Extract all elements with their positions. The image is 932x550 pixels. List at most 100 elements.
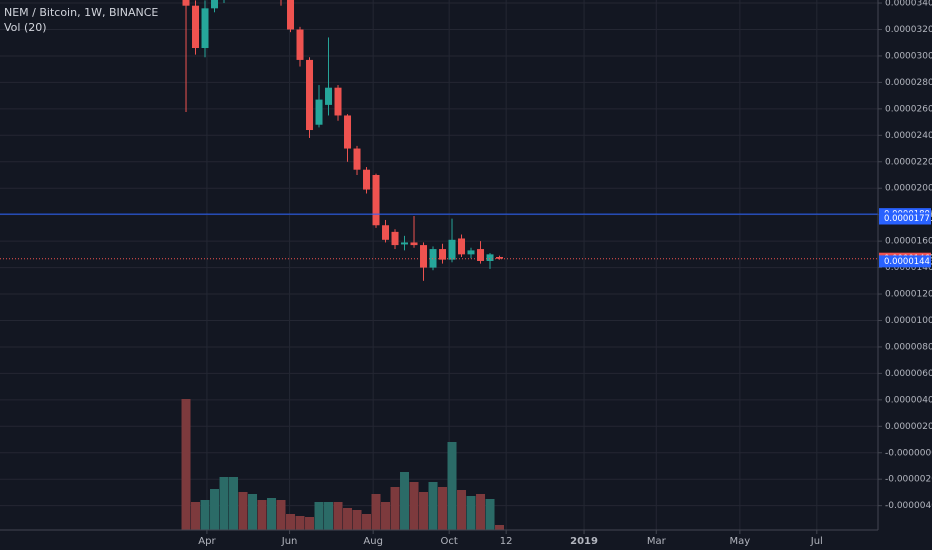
volume-bar [400,472,410,530]
volume-bar [457,490,467,530]
volume-bar [210,489,220,530]
candle-body [334,87,342,116]
x-tick-label: Oct [441,536,458,547]
candle-body [363,169,371,190]
volume-bar [447,442,457,530]
candle-body [296,29,304,60]
volume-bar [495,525,505,530]
volume-bar [229,477,239,530]
candle-body [315,99,323,125]
candle-body [401,242,409,245]
volume-bar [238,492,248,530]
x-tick-label: 2019 [570,536,598,547]
candle-body [353,148,361,170]
x-tick-label: 12 [500,536,513,547]
volume-bar [409,482,419,530]
volume-bar [343,508,353,530]
candle-body [448,239,456,260]
volume-bar [466,496,476,530]
x-tick-label: Mar [647,536,667,547]
candle-body [439,249,447,260]
candle-body [325,87,333,105]
level-label: 0.00001771 [884,214,932,224]
candle-body [486,254,494,261]
volume-bar [438,487,448,530]
x-tick-label: Jul [810,536,823,547]
x-tick-label: Aug [363,536,383,547]
level-label-box [879,212,931,225]
volume-bar [286,514,296,530]
candle-body [391,231,399,246]
volume-bar [219,477,229,530]
volume-bar [333,502,343,530]
volume-bar [200,500,210,530]
candle-body [458,238,466,255]
volume-bar [305,517,315,530]
volume-bar [181,399,191,530]
level-label: 0.00001447 [884,257,932,267]
volume-bar [381,502,391,530]
volume-bar [476,494,486,530]
x-tick-label: Apr [198,536,216,547]
volume-bar [485,499,495,530]
volume-bar [314,502,324,530]
candle-body [211,0,219,9]
candle-body [477,249,485,261]
volume-bar [191,502,201,530]
volume-bar [419,492,429,530]
candle-body [201,8,209,49]
level-label-box [879,255,931,268]
candle-body [496,256,504,259]
chart-title: NEM / Bitcoin, 1W, BINANCE [4,6,158,19]
candle-body [382,225,390,240]
candle-body [192,5,200,49]
volume-bar [248,494,258,530]
x-tick-label: Jun [281,536,298,547]
chart-subtitle: Vol (20) [4,21,47,34]
volume-bar [362,514,372,530]
candle-body [182,0,190,6]
volume-bar [352,510,362,530]
volume-bar [276,500,286,530]
volume-bar [428,482,438,530]
candle-body [420,245,428,268]
y-tick-label: -0.00000000 [885,448,932,458]
candle-body [306,59,314,131]
volume-bar [295,516,305,530]
candle-body [372,174,380,226]
volume-bar [257,500,267,530]
volume-bar [371,494,381,530]
candle-body [287,0,295,30]
candle-body [344,115,352,149]
volume-bar [267,498,277,530]
y-tick-label: 0.00000200 [885,422,932,432]
y-tick-label: -0.00000200 [885,475,932,485]
grid [0,0,878,530]
volume-bar [390,487,400,530]
plot-area [0,0,878,530]
volume-bar [324,502,334,530]
x-tick-label: May [730,536,751,547]
candle-body [429,249,437,268]
candle-body [467,250,475,255]
candle-body [410,242,418,246]
